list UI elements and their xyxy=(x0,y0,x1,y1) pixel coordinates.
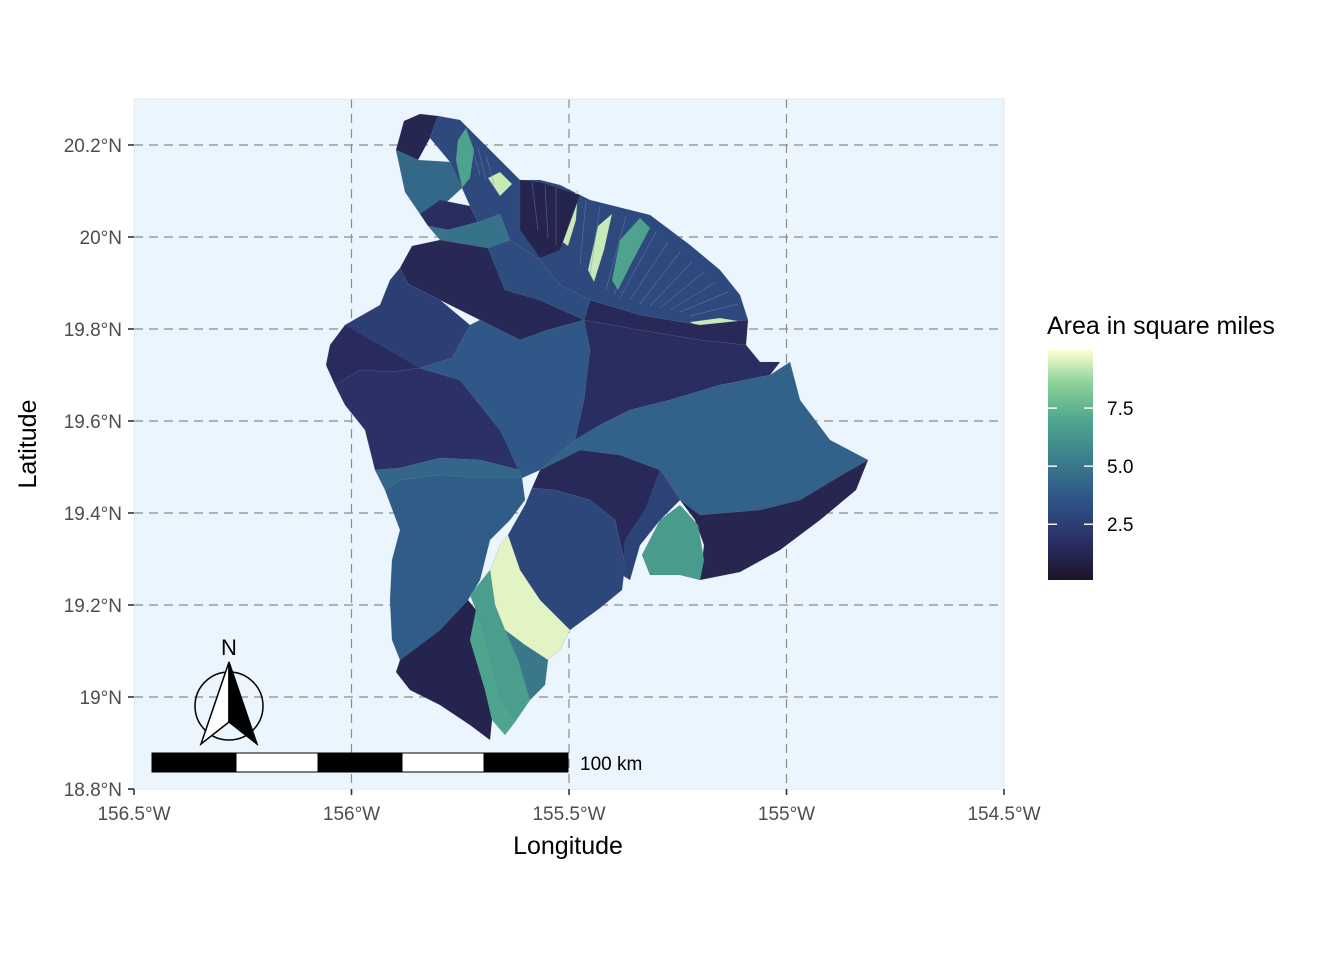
scale-bar-segment-1 xyxy=(151,752,237,773)
y-axis-title: Latitude xyxy=(14,400,42,489)
legend-title: Area in square miles xyxy=(1047,312,1275,340)
color-legend: Area in square miles 2.5 5.0 7.5 xyxy=(1047,312,1275,580)
island-watersheds xyxy=(325,113,869,741)
legend-tick-label: 5.0 xyxy=(1107,457,1133,478)
x-tick-label: 155°W xyxy=(758,804,815,825)
scale-bar-segment-4 xyxy=(401,752,485,773)
x-tick-label: 155.5°W xyxy=(532,804,605,825)
basin-kau-blue xyxy=(504,629,549,701)
y-tick-label: 19.6°N xyxy=(64,412,122,433)
y-tick-label: 19°N xyxy=(80,688,122,709)
y-axis: 18.8°N 19°N 19.2°N 19.4°N 19.6°N 19.8°N 20°N 20… xyxy=(64,136,134,801)
gulch-striations xyxy=(469,139,739,317)
basin-hamakua-gulches xyxy=(519,179,581,259)
legend-colorbar xyxy=(1048,350,1093,580)
scale-bar-segment-5 xyxy=(483,752,569,773)
x-tick-label: 156°W xyxy=(323,804,380,825)
y-tick-label: 19.4°N xyxy=(64,504,122,525)
north-arrow-label: N xyxy=(221,635,237,660)
north-arrow: N xyxy=(194,635,264,747)
legend-tick-label: 2.5 xyxy=(1107,515,1133,536)
y-tick-label: 19.2°N xyxy=(64,596,122,617)
y-tick-label: 19.8°N xyxy=(64,320,122,341)
basin-southwest xyxy=(395,599,493,741)
basin-kohala-b xyxy=(487,171,513,197)
y-tick-label: 20.2°N xyxy=(64,136,122,157)
basin-kohala-a xyxy=(455,127,475,189)
y-tick-label: 20°N xyxy=(80,228,122,249)
basin-kohala-a2 xyxy=(611,217,651,291)
scale-bar: 100 km xyxy=(151,752,642,775)
basin-kau-thin xyxy=(621,469,681,581)
scale-bar-segment-2 xyxy=(235,752,319,773)
basin-kohala-b3 xyxy=(587,213,613,283)
basin-kau-central xyxy=(507,487,626,631)
north-arrow-right-half xyxy=(228,661,259,747)
x-axis: 156.5°W 156°W 155.5°W 155°W 154.5°W xyxy=(97,789,1041,825)
x-axis-title: Longitude xyxy=(513,832,623,860)
basin-puna xyxy=(679,459,869,581)
y-tick-label: 18.8°N xyxy=(64,780,122,801)
legend-tick-label: 7.5 xyxy=(1107,399,1133,420)
scale-bar-label: 100 km xyxy=(580,754,642,775)
basin-kau-green xyxy=(641,504,705,581)
basin-kohala-west xyxy=(395,149,463,215)
basin-kona-south xyxy=(384,474,526,661)
legend-ticks: 2.5 5.0 7.5 xyxy=(1048,399,1133,536)
x-tick-label: 156.5°W xyxy=(97,804,170,825)
x-tick-label: 154.5°W xyxy=(967,804,1040,825)
scale-bar-segment-3 xyxy=(317,752,403,773)
